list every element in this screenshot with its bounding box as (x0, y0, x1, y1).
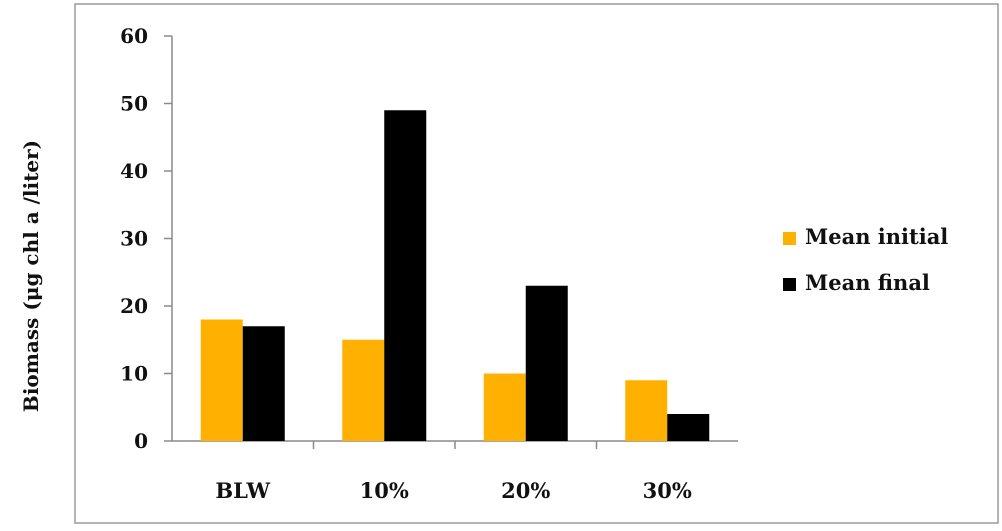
chart-border (74, 3, 999, 524)
x-tick-label: 10% (360, 478, 409, 503)
y-tick-label: 30 (120, 227, 148, 251)
bars (200, 110, 710, 441)
y-tick-label: 50 (120, 92, 148, 116)
y-tick-label: 0 (134, 429, 148, 453)
legend-label: Mean final (805, 270, 930, 295)
x-tick-label: 20% (501, 478, 550, 503)
bar-mean-final-0 (242, 326, 285, 441)
x-tick-label: 30% (643, 478, 692, 503)
x-tick-label: BLW (215, 478, 270, 503)
y-tick-label: 10 (120, 362, 148, 386)
bar-mean-final-3 (667, 414, 710, 441)
y-axis-title: Biomass (μg chl a /liter) (19, 140, 43, 412)
x-tick-labels: BLW 10% 20% 30% (215, 478, 691, 503)
bar-mean-initial-3 (625, 380, 668, 441)
bar-mean-final-2 (525, 285, 568, 441)
bar-mean-initial-0 (200, 319, 243, 441)
legend-swatch (783, 278, 796, 291)
y-tick-label: 20 (120, 294, 148, 318)
legend: Mean initial Mean final (783, 224, 948, 295)
bar-mean-final-1 (384, 110, 427, 441)
bar-mean-initial-1 (342, 339, 385, 441)
bar-mean-initial-2 (483, 373, 526, 441)
legend-label: Mean initial (805, 224, 948, 249)
legend-swatch (783, 232, 796, 245)
y-tick-label: 40 (120, 159, 148, 183)
y-tick-label: 60 (120, 24, 148, 48)
